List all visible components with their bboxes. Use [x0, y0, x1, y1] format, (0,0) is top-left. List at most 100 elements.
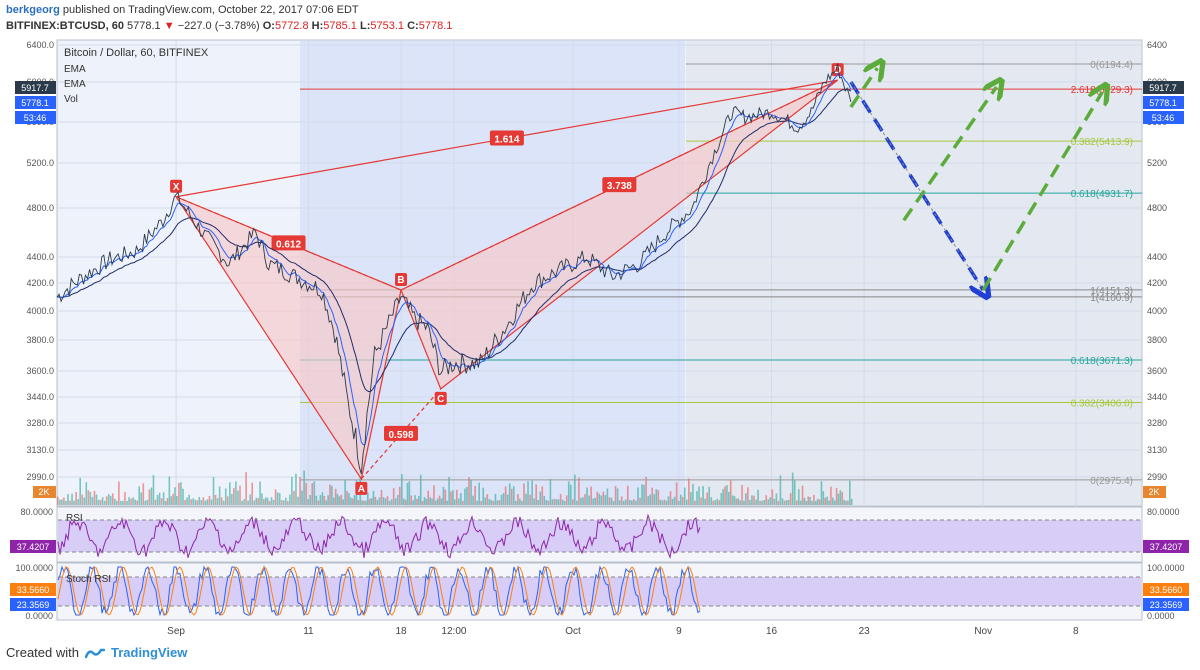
volume-bar	[767, 499, 770, 505]
volume-bar	[365, 500, 367, 505]
volume-bar	[841, 492, 844, 505]
volume-bar	[291, 476, 293, 505]
volume-bar	[847, 500, 849, 505]
y-tick-label-right: 4200	[1147, 278, 1167, 288]
volume-bar	[103, 500, 106, 505]
volume-bar	[572, 499, 574, 505]
left-price-badge	[15, 96, 56, 109]
volume-bar	[152, 475, 155, 505]
author-name[interactable]: berkgeorg	[6, 4, 60, 16]
volume-bar	[105, 496, 108, 505]
volume-bar	[659, 499, 662, 505]
tradingview-brand[interactable]: TradingView	[110, 645, 188, 660]
volume-bar	[338, 496, 341, 505]
volume-bar	[795, 500, 798, 505]
volume-bar	[239, 485, 241, 505]
volume-bar	[266, 497, 269, 505]
volume-bar	[716, 498, 719, 505]
y-tick-label-right: 3130	[1147, 445, 1167, 455]
volume-badge-left	[33, 486, 56, 498]
volume-bar	[694, 500, 696, 505]
volume-bar	[608, 497, 611, 505]
projection-green-arrow	[981, 92, 1102, 291]
volume-bar	[584, 494, 586, 505]
volume-bar	[138, 486, 141, 505]
volume-bar	[677, 500, 680, 505]
low-label: L:	[360, 20, 371, 32]
volume-bar	[63, 497, 65, 505]
high-value: 5785.1	[323, 20, 357, 32]
volume-bar	[663, 499, 666, 505]
volume-bar	[378, 497, 381, 505]
price-chart[interactable]: 0(6194.4)2.618(5929.3)0.382(5413.9)0.618…	[0, 0, 1200, 640]
right-price-badge	[1143, 81, 1184, 94]
legend-vol: Vol	[64, 94, 78, 105]
volume-bar	[681, 496, 684, 505]
price-series	[56, 63, 852, 475]
volume-bars	[57, 470, 853, 505]
volume-bar	[200, 499, 203, 505]
volume-bar	[436, 498, 439, 505]
volume-bar	[686, 499, 688, 505]
volume-bar	[763, 499, 765, 505]
x-axis[interactable]: Sep 11 18 12:00 Oct 9 16 23 Nov 8	[167, 626, 1079, 637]
volume-bar	[99, 499, 102, 505]
volume-bar	[781, 498, 784, 505]
volume-bar	[93, 490, 96, 505]
volume-bar	[144, 500, 147, 505]
volume-bar	[452, 490, 454, 505]
projection-green-arrow	[902, 87, 997, 222]
projection-dotted-line	[850, 81, 984, 291]
volume-bar	[116, 500, 118, 505]
volume-bar	[773, 498, 776, 505]
volume-bar	[158, 492, 161, 505]
fib-label: 0(6194.4)	[1090, 60, 1133, 71]
pattern-point-badge	[434, 391, 447, 405]
ratio-label: 0.598	[389, 430, 414, 441]
volume-bar	[751, 495, 753, 505]
volume-bar	[515, 500, 517, 505]
pattern-point-badge	[831, 63, 844, 77]
volume-bar	[198, 496, 201, 505]
volume-bar	[791, 472, 794, 505]
volume-bar	[455, 489, 458, 505]
volume-bar	[317, 500, 320, 505]
down-triangle-icon: ▼	[163, 20, 175, 32]
volume-bar	[633, 499, 635, 505]
volume-bar	[665, 500, 668, 505]
volume-bar	[543, 495, 546, 505]
volume-bar	[614, 486, 617, 505]
volume-bar	[184, 499, 186, 505]
legend-title: Bitcoin / Dollar, 60, BITFINEX	[64, 47, 209, 59]
volume-bar	[398, 486, 401, 505]
volume-bar	[741, 485, 743, 505]
volume-bar	[826, 496, 828, 505]
volume-bar	[759, 500, 761, 505]
volume-bar	[325, 500, 328, 505]
volume-bar	[257, 497, 259, 505]
volume-bar	[718, 500, 721, 505]
volume-bar	[728, 491, 730, 505]
volume-bar	[95, 494, 98, 505]
x-tick-label: 23	[859, 626, 871, 637]
volume-bar	[140, 492, 143, 505]
stoch-label: Stoch RSI	[66, 574, 111, 585]
volume-badge-right-text: 2K	[1148, 487, 1159, 497]
volume-bar	[813, 494, 815, 505]
stoch-d-line	[57, 566, 701, 616]
volume-bar	[675, 482, 678, 505]
volume-bar	[351, 498, 354, 505]
y-tick-label-right: 3280	[1147, 418, 1167, 428]
rsi-band	[58, 520, 1141, 552]
rsi-value-left: 37.4207	[17, 542, 50, 552]
volume-bar	[669, 491, 672, 505]
left-price-badge-text: 5917.7	[21, 83, 49, 93]
ratio-badge	[271, 235, 306, 251]
rsi-value-right: 37.4207	[1150, 542, 1183, 552]
x-tick-label: Oct	[565, 626, 581, 637]
volume-bar	[731, 495, 734, 505]
pattern-point-label: D	[834, 65, 841, 76]
volume-bar	[521, 500, 523, 505]
volume-bar	[313, 481, 316, 505]
volume-badge-right	[1143, 486, 1166, 498]
